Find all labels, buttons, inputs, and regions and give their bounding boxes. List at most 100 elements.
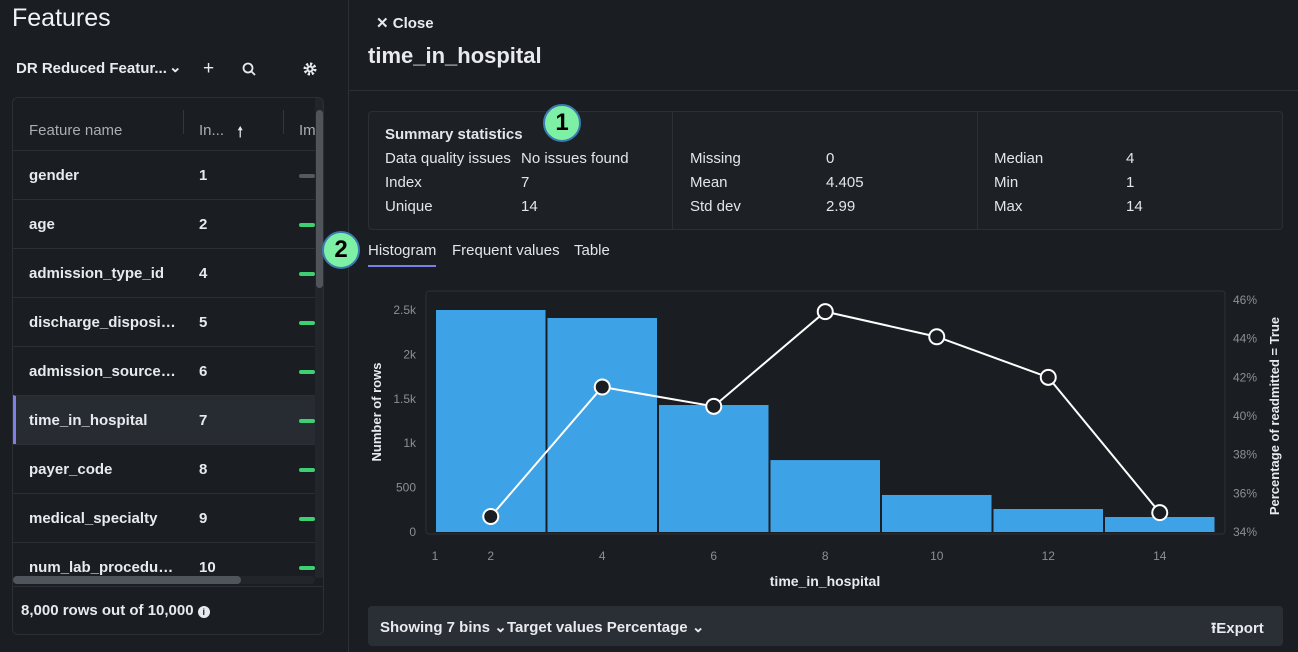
export-button[interactable]: ⭱Export	[1211, 618, 1264, 643]
tab-table[interactable]: Table	[574, 242, 610, 259]
sort-ascending-icon[interactable]: 🠕	[237, 124, 244, 141]
histogram-bar	[1105, 516, 1215, 532]
stat-label: Min	[994, 174, 1019, 191]
active-tab-indicator	[368, 265, 436, 267]
table-row[interactable]: admission_type_id 4	[13, 248, 315, 297]
divider	[13, 586, 323, 587]
vertical-scroll-thumb[interactable]	[316, 110, 323, 288]
feature-index: 7	[199, 412, 208, 429]
feature-index: 8	[199, 461, 208, 478]
chevron-down-icon[interactable]: ⌄	[169, 59, 182, 76]
feature-index: 2	[199, 216, 208, 233]
x-tick-label: 1	[432, 549, 439, 563]
horizontal-scroll-thumb[interactable]	[13, 576, 241, 584]
importance-bar	[299, 321, 315, 325]
stat-value: No issues found	[521, 150, 629, 167]
stat-label: Unique	[385, 198, 433, 215]
close-label: Close	[392, 15, 434, 32]
stat-label: Std dev	[690, 198, 741, 215]
table-row[interactable]: discharge_dispositio... 5	[13, 297, 315, 346]
export-label: Export	[1216, 620, 1264, 637]
importance-bar	[299, 272, 315, 276]
y2-tick-label: 40%	[1233, 409, 1257, 423]
stat-value: 2.99	[826, 198, 856, 215]
feature-index: 4	[199, 265, 208, 282]
gear-icon[interactable]	[303, 62, 317, 76]
importance-bar	[299, 566, 315, 570]
chevron-down-icon: ⌄	[494, 619, 507, 636]
table-row[interactable]: medical_specialty 9	[13, 493, 315, 542]
x-tick-label: 6	[710, 549, 717, 563]
y-tick-label: 500	[396, 481, 416, 495]
close-button[interactable]: ✕ Close	[376, 14, 434, 32]
column-divider[interactable]	[183, 110, 184, 134]
column-header-index[interactable]: In...	[199, 122, 225, 139]
x-tick-label: 14	[1153, 549, 1167, 563]
stat-label: Max	[994, 198, 1023, 215]
info-icon[interactable]: i	[197, 606, 210, 618]
stat-label: Missing	[690, 150, 741, 167]
x-tick-label: 8	[822, 549, 829, 563]
feature-index: 6	[199, 363, 208, 380]
importance-bar	[299, 419, 315, 423]
importance-bar	[299, 174, 315, 178]
y-tick-label: 1k	[403, 436, 417, 450]
column-divider[interactable]	[283, 110, 284, 134]
y2-tick-label: 44%	[1233, 332, 1257, 346]
column-header-feature-name[interactable]: Feature name	[29, 122, 123, 139]
target-values-dropdown[interactable]: Target values Percentage ⌄	[507, 618, 704, 636]
annotation-badge-2: 2	[322, 231, 360, 269]
y-tick-label: 2k	[403, 347, 417, 361]
y-tick-label: 0	[409, 525, 416, 539]
bins-dropdown[interactable]: Showing 7 bins ⌄	[380, 618, 507, 636]
plus-icon[interactable]: +	[203, 58, 215, 79]
stat-label: Mean	[690, 174, 728, 191]
feature-index: 9	[199, 510, 208, 527]
table-row[interactable]: admission_source_id 6	[13, 346, 315, 395]
y2-tick-label: 46%	[1233, 293, 1257, 307]
stat-value: 7	[521, 174, 530, 191]
target-label: Target values Percentage	[507, 619, 688, 636]
stat-value: 4	[1126, 150, 1135, 167]
row-count: 8,000 rows out of 10,000 i	[21, 602, 210, 619]
x-tick-label: 4	[599, 549, 606, 563]
x-tick-label: 10	[930, 549, 944, 563]
search-icon[interactable]	[242, 62, 256, 76]
importance-bar	[299, 370, 315, 374]
chevron-down-icon: ⌄	[691, 619, 705, 636]
histogram-bar	[436, 310, 546, 532]
tab-frequent-values[interactable]: Frequent values	[452, 242, 560, 259]
stat-value: 14	[1126, 198, 1143, 215]
y-tick-label: 1.5k	[393, 392, 417, 406]
histogram-bar	[993, 509, 1103, 532]
tab-histogram[interactable]: Histogram	[368, 242, 437, 259]
stat-value: 14	[521, 198, 538, 215]
percentage-point	[928, 328, 946, 346]
summary-statistics: Summary statistics Data quality issues No…	[368, 111, 1283, 230]
importance-bar	[299, 468, 315, 472]
y-tick-label: 2.5k	[393, 303, 417, 317]
close-icon: ✕	[376, 15, 393, 32]
column-header-importance[interactable]: Im	[299, 122, 316, 139]
table-row[interactable]: time_in_hospital 7	[13, 395, 315, 444]
annotation-badge-1: 1	[543, 104, 581, 142]
table-row[interactable]: payer_code 8	[13, 444, 315, 493]
percentage-point	[482, 508, 500, 526]
feature-list-select[interactable]: DR Reduced Featur...	[16, 60, 167, 77]
stat-label: Median	[994, 150, 1044, 167]
feature-index: 5	[199, 314, 208, 331]
histogram-bar	[547, 317, 657, 532]
y2-tick-label: 38%	[1233, 448, 1257, 462]
percentage-point	[1151, 504, 1169, 522]
table-row[interactable]: gender 1	[13, 150, 315, 199]
column-divider	[672, 112, 673, 229]
y2-tick-label: 34%	[1233, 525, 1257, 539]
feature-title: time_in_hospital	[368, 43, 542, 68]
vertical-scrollbar[interactable]	[315, 98, 323, 578]
y-axis-title: Number of rows	[369, 363, 384, 462]
table-row[interactable]: num_lab_procedures 10	[13, 542, 315, 591]
y2-axis-title: Percentage of readmitted = True	[1267, 317, 1282, 515]
stat-value: 1	[1126, 174, 1135, 191]
table-row[interactable]: age 2	[13, 199, 315, 248]
